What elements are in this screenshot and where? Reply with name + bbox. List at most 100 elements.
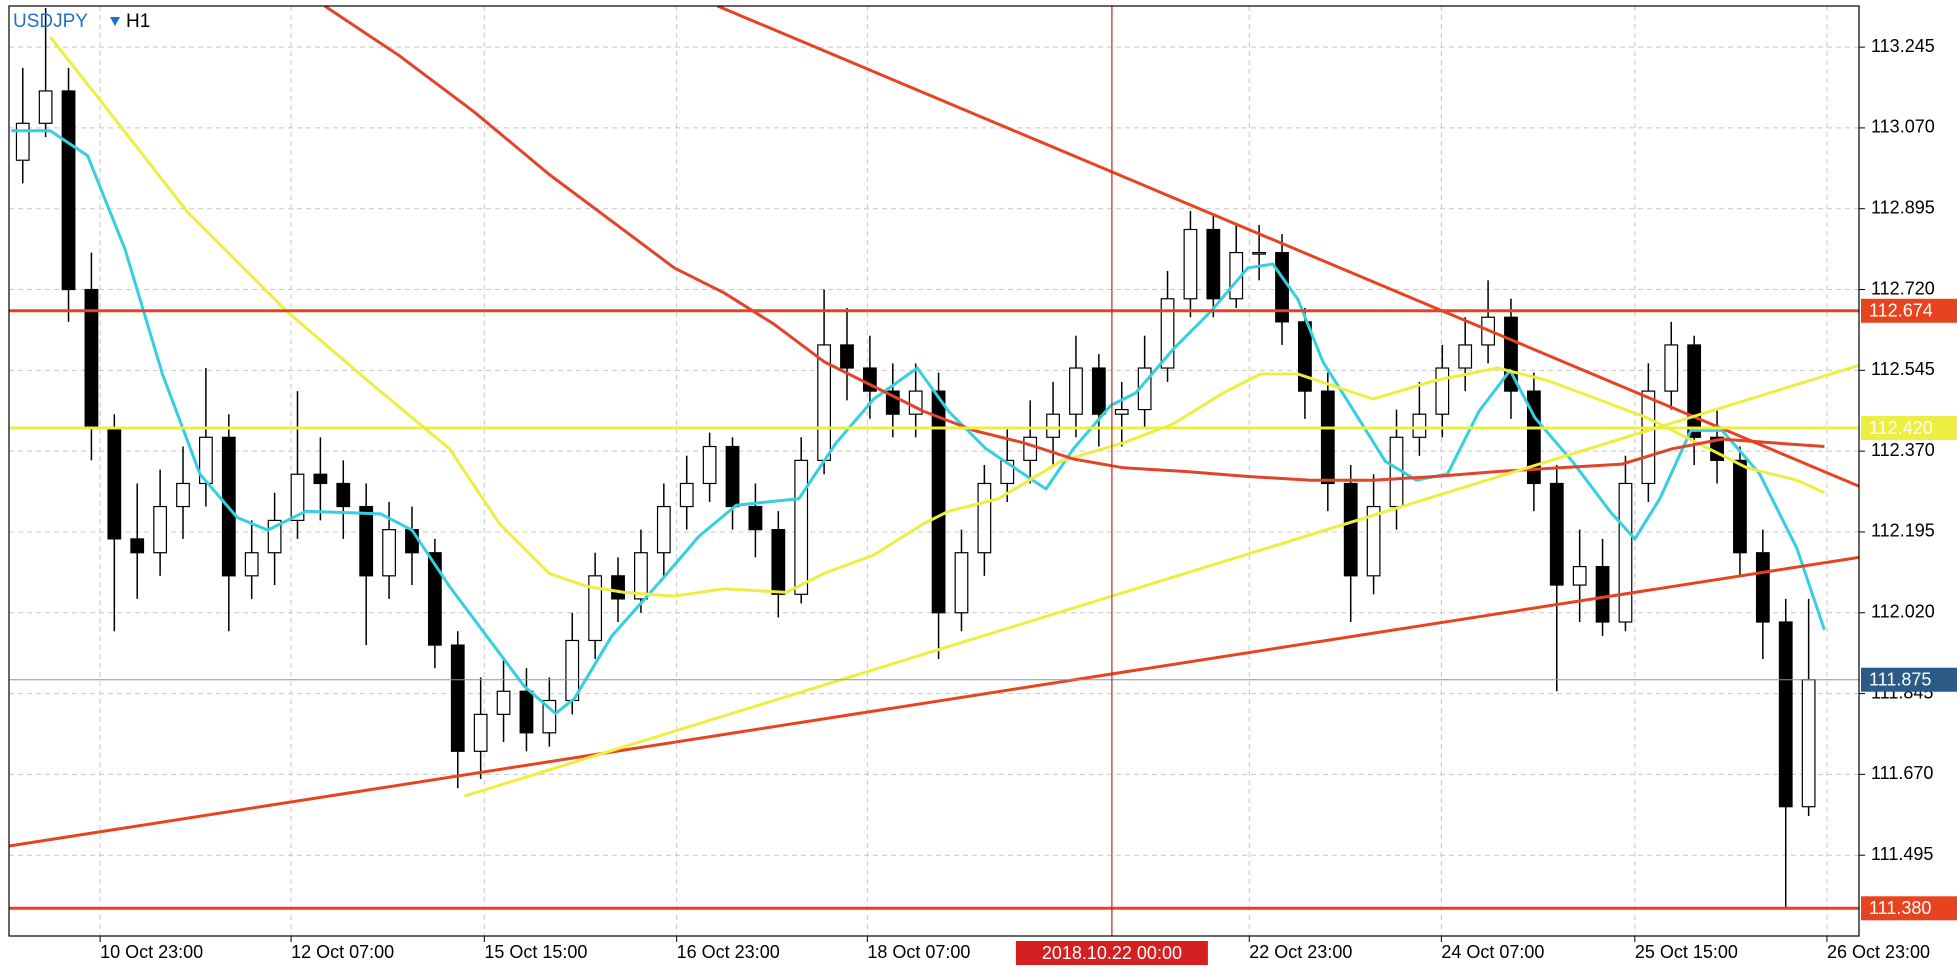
price-tag-label: 112.674 xyxy=(1869,301,1933,321)
y-tick-label: 112.370 xyxy=(1871,440,1935,460)
grid xyxy=(9,6,1859,936)
candle-body xyxy=(1526,390,1541,485)
candle-body xyxy=(611,575,625,600)
symbol-menu-icon xyxy=(110,17,120,26)
candle-body xyxy=(61,90,76,291)
candle-body xyxy=(130,538,145,554)
candle-body xyxy=(679,482,694,508)
trend-line xyxy=(717,6,1859,488)
candle-body xyxy=(771,529,786,595)
x-tick-label: 25 Oct 15:00 xyxy=(1635,942,1738,962)
moving-average xyxy=(49,35,1826,598)
candle-body xyxy=(450,644,465,752)
x-tick-label: 22 Oct 23:00 xyxy=(1249,942,1352,962)
price-tag xyxy=(1861,416,1957,441)
candle-body xyxy=(634,552,648,600)
candle-body xyxy=(1366,505,1381,577)
axes: 113.245 113.070 112.895 112.720 112.545 112.3… xyxy=(99,36,1957,965)
price-tag xyxy=(1861,667,1957,692)
candle-body xyxy=(1183,228,1198,300)
candle-body xyxy=(1733,459,1747,554)
trend-line xyxy=(463,363,1859,798)
price-tag-label: 111.380 xyxy=(1869,898,1931,918)
y-tick-label: 111.495 xyxy=(1871,844,1933,864)
candle-body xyxy=(15,122,30,161)
x-tick-label: 15 Oct 15:00 xyxy=(484,942,587,962)
candle-body xyxy=(1801,679,1816,808)
x-tick-label: 24 Oct 07:00 xyxy=(1441,942,1544,962)
candle-body xyxy=(656,505,671,554)
candle-body xyxy=(1572,565,1587,586)
y-tick-label: 112.895 xyxy=(1871,197,1935,217)
candle-body xyxy=(336,482,351,508)
price-tag-label: 112.420 xyxy=(1869,418,1933,438)
symbol-header[interactable]: USDJPY H1 xyxy=(13,11,150,32)
candle-body xyxy=(1114,408,1129,415)
candle-body xyxy=(519,690,534,734)
price-tag xyxy=(1861,298,1957,323)
candle-body xyxy=(1320,390,1335,485)
candle-body xyxy=(427,552,442,646)
candle-body xyxy=(725,445,740,508)
candle-body xyxy=(107,427,122,540)
crosshair-label: 2018.10.22 00:00 xyxy=(1042,943,1182,963)
x-tick-label: 12 Oct 07:00 xyxy=(291,942,394,962)
candle-body xyxy=(954,552,969,614)
x-tick-label: 26 Oct 23:00 xyxy=(1827,942,1930,962)
candle-body xyxy=(794,459,809,595)
crosshair-tag xyxy=(1015,941,1208,965)
timeframe: H1 xyxy=(126,11,150,32)
candle-body xyxy=(38,90,53,124)
candle-body xyxy=(1778,621,1793,808)
candle-body xyxy=(1595,565,1610,623)
y-tick-label: 111.670 xyxy=(1871,763,1933,783)
candle-body xyxy=(1435,367,1450,415)
candle-body xyxy=(1641,390,1656,485)
candle-body xyxy=(565,639,580,702)
candle-body xyxy=(153,505,168,554)
candle-body xyxy=(496,690,511,715)
candle-body xyxy=(382,529,396,577)
y-tick-label: 112.545 xyxy=(1871,359,1935,379)
candle-body xyxy=(1412,413,1427,438)
candle-body xyxy=(840,344,854,369)
candle-body xyxy=(1687,344,1702,438)
candle-body xyxy=(176,482,190,508)
candle-body xyxy=(1549,482,1564,586)
candle-body xyxy=(244,552,259,577)
candle-body xyxy=(1046,413,1060,438)
candle-body xyxy=(588,575,603,642)
y-tick-label: 113.245 xyxy=(1871,36,1935,56)
candle-body xyxy=(199,436,213,485)
y-tick-label: 112.195 xyxy=(1871,521,1935,541)
candle-body xyxy=(1206,228,1221,300)
candle-body xyxy=(1252,251,1267,255)
price-tag xyxy=(1861,896,1957,921)
candle-body xyxy=(1343,482,1358,577)
candle-body xyxy=(1458,344,1473,369)
candle-body xyxy=(290,473,305,522)
candle-body xyxy=(1069,367,1083,415)
candle-body xyxy=(405,529,419,554)
candle-body xyxy=(1755,552,1770,623)
candle-body xyxy=(1664,344,1679,392)
indicators xyxy=(9,6,1859,936)
symbol: USDJPY xyxy=(13,11,88,32)
candle-body xyxy=(931,390,946,614)
candle-body xyxy=(977,482,992,554)
candle-body xyxy=(1023,436,1038,461)
y-tick-label: 113.070 xyxy=(1871,117,1935,137)
y-tick-label: 112.720 xyxy=(1871,278,1935,298)
x-tick-label: 16 Oct 23:00 xyxy=(677,942,780,962)
candle-body xyxy=(748,505,763,531)
y-tick-label: 112.020 xyxy=(1871,602,1935,622)
candle-body xyxy=(359,505,374,577)
candle-body xyxy=(1091,367,1106,415)
candle-body xyxy=(542,699,557,734)
plot-border xyxy=(8,5,1860,937)
trend-line xyxy=(9,555,1859,848)
candle-body xyxy=(1298,321,1312,392)
candle-body xyxy=(473,713,488,752)
candle-body xyxy=(702,445,717,485)
